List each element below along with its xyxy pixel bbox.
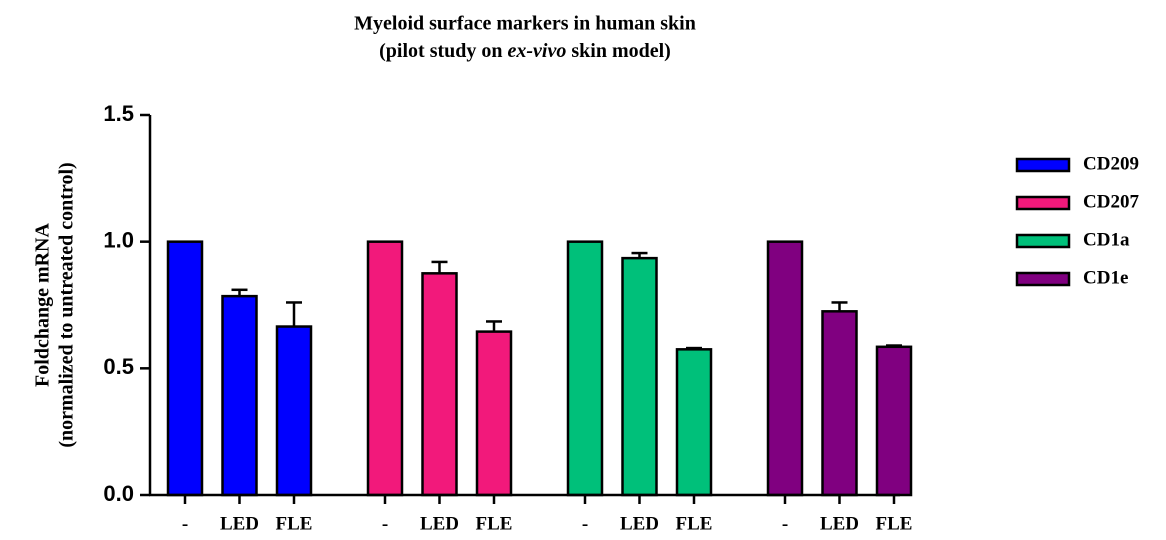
x-tick-label: - (182, 513, 188, 534)
bar (875, 345, 913, 497)
y-tick-label: 0.5 (103, 354, 134, 379)
x-tick-label: FLE (276, 513, 313, 534)
bar (475, 330, 513, 497)
y-axis-label: (normalized to untreated control) (56, 162, 78, 447)
legend-label: CD1a (1083, 229, 1130, 250)
x-tick-label: - (782, 513, 788, 534)
x-tick-label: LED (420, 513, 459, 534)
y-tick-label: 1.5 (103, 101, 134, 126)
bar (275, 325, 313, 497)
bar (821, 310, 858, 497)
y-tick-label: 1.0 (103, 227, 134, 252)
chart-title: Myeloid surface markers in human skin (354, 13, 696, 35)
y-axis-label: Foldchange mRNA (32, 223, 54, 387)
bar (221, 294, 258, 497)
x-tick-label: FLE (676, 513, 713, 534)
legend-swatch (1015, 271, 1071, 287)
subtitle-part: ex-vivo (508, 40, 567, 62)
legend-swatch (1015, 233, 1071, 249)
x-tick-label: LED (220, 513, 259, 534)
bar (566, 240, 604, 497)
legend-label: CD207 (1083, 191, 1139, 212)
legend-swatch (1015, 157, 1071, 173)
x-tick-label: LED (620, 513, 659, 534)
y-tick-label: 0.0 (103, 481, 134, 506)
bar (621, 256, 658, 497)
subtitle-part: (pilot study on (379, 40, 507, 62)
bar (675, 348, 713, 497)
bar (766, 240, 804, 497)
x-tick-label: FLE (876, 513, 913, 534)
x-tick-label: FLE (476, 513, 513, 534)
x-tick-label: - (382, 513, 388, 534)
x-tick-label: LED (820, 513, 859, 534)
legend-label: CD209 (1083, 153, 1139, 174)
bar (166, 240, 204, 497)
bar (366, 240, 404, 497)
legend-label: CD1e (1083, 267, 1128, 288)
legend-swatch (1015, 195, 1071, 211)
subtitle-part: skin model) (566, 40, 670, 62)
x-tick-label: - (582, 513, 588, 534)
bar (421, 272, 458, 497)
chart-subtitle: (pilot study on ex-vivo skin model) (379, 40, 671, 62)
